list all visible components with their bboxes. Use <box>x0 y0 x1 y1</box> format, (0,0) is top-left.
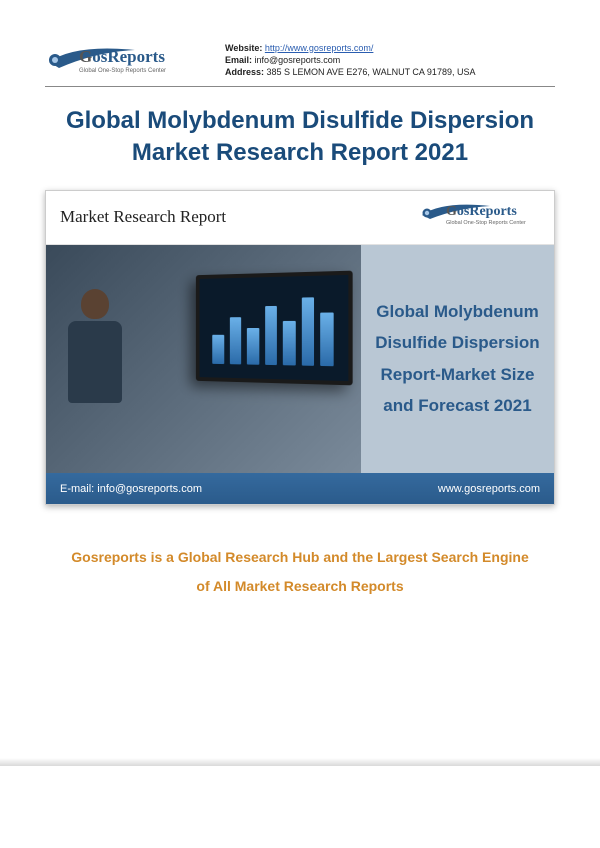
banner-header: Market Research Report GosReports Global… <box>46 191 554 245</box>
banner: Market Research Report GosReports Global… <box>45 190 555 505</box>
tagline: Gosreports is a Global Research Hub and … <box>45 543 555 602</box>
banner-footer-url: www.gosreports.com <box>438 483 540 495</box>
website-link[interactable]: http://www.gosreports.com/ <box>265 43 374 53</box>
monitor-graphic <box>196 270 353 385</box>
banner-info-panel: Global Molybdenum Disulfide Dispersion R… <box>361 245 554 473</box>
monitor-chart <box>207 283 340 372</box>
header-logo: GosReports Global One-Stop Reports Cente… <box>45 40 213 80</box>
website-line: Website: http://www.gosreports.com/ <box>225 42 475 54</box>
svg-text:Global One-Stop Reports Center: Global One-Stop Reports Center <box>446 220 526 226</box>
banner-photo <box>46 245 361 473</box>
address-line: Address: 385 S LEMON AVE E276, WALNUT CA… <box>225 66 475 78</box>
banner-footer-email: E-mail: info@gosreports.com <box>60 483 202 495</box>
page-title: Global Molybdenum Disulfide Dispersion M… <box>45 105 555 170</box>
website-label: Website: <box>225 43 262 53</box>
address-value: 385 S LEMON AVE E276, WALNUT CA 91789, U… <box>267 67 476 77</box>
email-line: Email: info@gosreports.com <box>225 54 475 66</box>
banner-footer: E-mail: info@gosreports.com www.gosrepor… <box>46 473 554 505</box>
person-silhouette <box>60 289 130 429</box>
swoosh-icon: GosReports Global One-Stop Reports Cente… <box>45 40 213 80</box>
email-label: Email: <box>225 55 252 65</box>
banner-header-logo: GosReports Global One-Stop Reports Cente… <box>420 199 540 236</box>
contact-block: Website: http://www.gosreports.com/ Emai… <box>225 42 475 78</box>
email-value: info@gosreports.com <box>255 55 341 65</box>
swoosh-icon: GosReports Global One-Stop Reports Cente… <box>420 199 540 231</box>
header-bar: GosReports Global One-Stop Reports Cente… <box>45 40 555 87</box>
banner-body: Global Molybdenum Disulfide Dispersion R… <box>46 245 554 473</box>
document-page: GosReports Global One-Stop Reports Cente… <box>0 0 600 848</box>
svg-text:GosReports: GosReports <box>446 204 517 219</box>
brand-subtitle: Global One-Stop Reports Center <box>79 68 166 74</box>
page-shadow <box>0 758 600 766</box>
banner-info-text: Global Molybdenum Disulfide Dispersion R… <box>369 296 546 422</box>
banner-header-title: Market Research Report <box>60 207 226 227</box>
svg-text:GosReports: GosReports <box>79 47 165 66</box>
address-label: Address: <box>225 67 264 77</box>
